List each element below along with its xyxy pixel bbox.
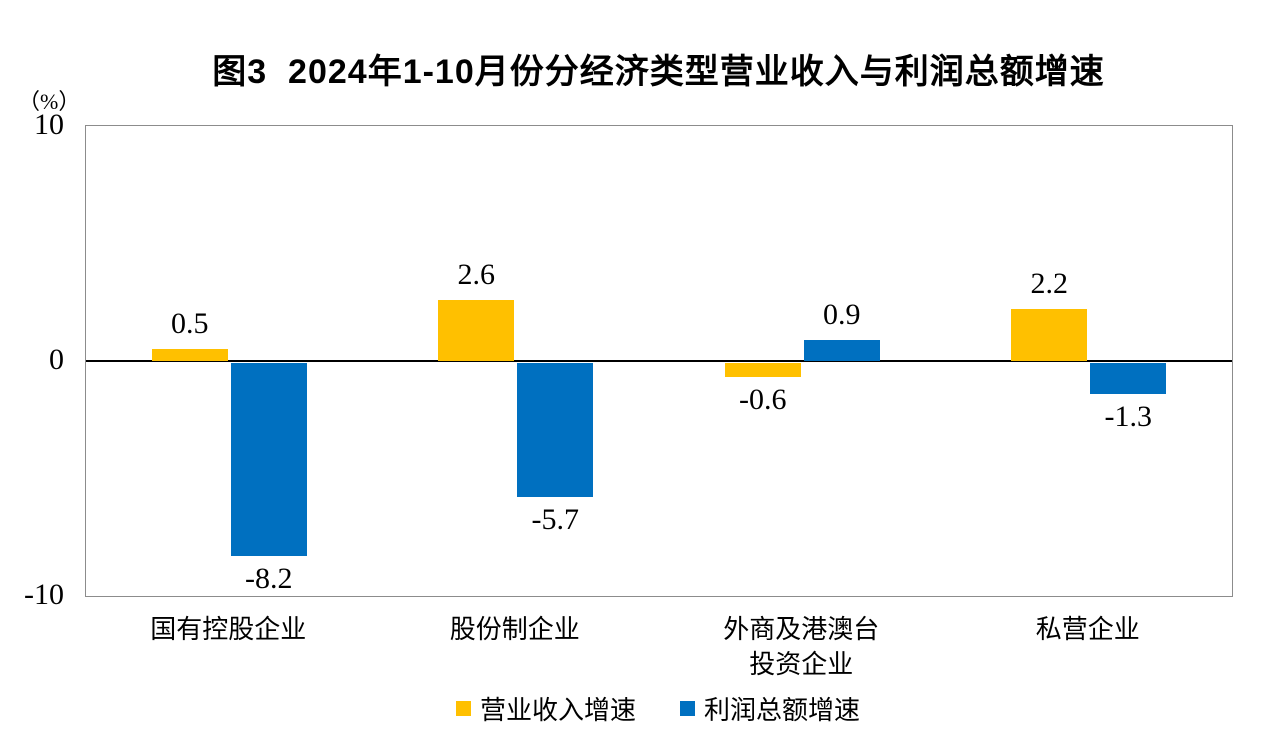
bar-value-label: 2.2 [1030, 267, 1069, 301]
legend-item: 利润总额增速 [680, 690, 860, 727]
bar-series1-group3 [724, 363, 801, 378]
legend-item: 营业收入增速 [455, 690, 636, 727]
legend-label: 营业收入增速 [479, 696, 636, 725]
bar-value-label: 0.5 [171, 307, 209, 341]
y-axis-tick-label: 10 [34, 108, 64, 141]
bar-value-label: -1.3 [1104, 399, 1153, 433]
plot-area: 0.5 2.6 -0.6 2.2 -8.2 -5.7 0.9 -1.3 [85, 125, 1233, 597]
bar-value-label: 0.9 [823, 297, 861, 331]
x-axis-category-label: 国有控股企业 [150, 615, 307, 644]
zero-line [86, 360, 1232, 362]
bar-series1-group4 [1011, 309, 1088, 361]
bar-value-label: -0.6 [739, 383, 787, 417]
y-axis-tick-label: 0 [49, 343, 64, 376]
legend-label: 利润总额增速 [704, 696, 861, 725]
chart-title: 图3 2024年1-10月份分经济类型营业收入与利润总额增速 [212, 53, 1105, 91]
x-axis-category-label: 私营企业 [1035, 615, 1140, 644]
legend-swatch-icon [680, 701, 695, 716]
bar-series2-group4 [1090, 363, 1167, 394]
bar-series1-group2 [438, 299, 515, 361]
bar-series2-group3 [803, 339, 880, 361]
bar-series2-group2 [517, 363, 594, 497]
y-axis-unit-label: （%） [18, 89, 81, 114]
x-axis-category-label: 外商及港澳台 投资企业 [723, 615, 880, 679]
bar-series1-group1 [151, 349, 228, 361]
bar-value-label: -8.2 [245, 561, 293, 595]
bar-series2-group1 [230, 363, 307, 556]
legend-swatch-icon [455, 701, 471, 716]
bar-value-label: 2.6 [457, 257, 496, 291]
x-axis-category-label: 股份制企业 [449, 615, 580, 644]
legend: 营业收入增速 利润总额增速 [85, 690, 1231, 727]
y-axis-tick-label: -10 [24, 578, 64, 611]
bar-value-label: -5.7 [531, 502, 580, 536]
